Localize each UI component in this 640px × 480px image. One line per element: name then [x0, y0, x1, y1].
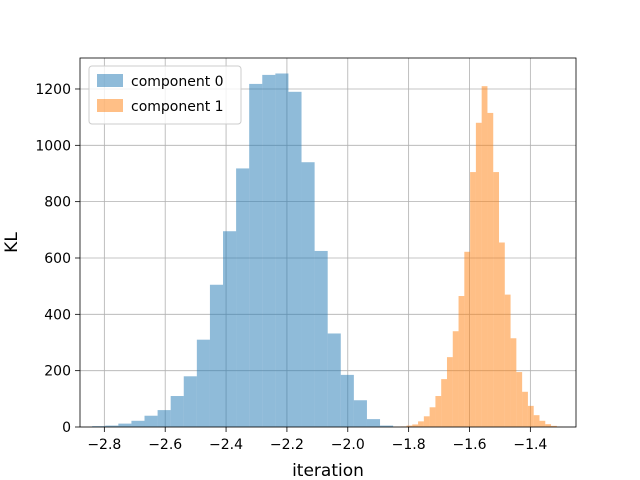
x-tick-label: −1.4 [513, 437, 547, 453]
histogram-bar-component-1 [423, 416, 430, 427]
histogram-bar-component-0 [327, 333, 341, 427]
histogram-bar-component-1 [539, 420, 546, 427]
histogram-bar-component-0 [157, 410, 171, 427]
y-tick-label: 1000 [35, 138, 71, 154]
histogram-bar-component-1 [499, 242, 505, 427]
histogram-bar-component-1 [516, 372, 523, 427]
histogram-bar-component-0 [340, 374, 354, 427]
histogram-bar-component-0 [92, 426, 106, 427]
histogram-bar-component-0 [288, 91, 302, 428]
histogram-bar-component-1 [470, 172, 476, 427]
histogram-bar-component-1 [510, 338, 517, 427]
legend-swatch [97, 99, 123, 112]
legend-box [88, 65, 242, 125]
histogram-bar-component-1 [412, 424, 419, 427]
x-tick-label: −2.4 [209, 437, 243, 453]
x-tick-label: −2.6 [148, 437, 182, 453]
histogram-bar-component-1 [458, 296, 465, 427]
axes-frame [79, 57, 577, 428]
axis-ticks: −2.8 −2.6 −2.4 −2.2 −2.0 −1.8 −1.6 −1.4 0 200 400 6… [35, 82, 547, 453]
histogram-bar-component-0 [236, 168, 250, 427]
x-axis-label: iteration [292, 461, 364, 480]
plot-frame [79, 57, 577, 428]
histogram-bar-component-1 [418, 421, 424, 427]
histogram-bar-component-1 [429, 407, 436, 427]
histogram-bar-component-1 [435, 396, 442, 427]
histogram-bar-component-0 [249, 83, 263, 428]
histogram-bar-component-0 [196, 339, 210, 427]
histogram-bar-component-1 [475, 122, 482, 428]
x-tick-label: −2.2 [270, 437, 304, 453]
histogram-bar-component-1 [481, 86, 488, 427]
histogram-bar-component-0 [275, 73, 289, 427]
histogram-bar-component-0 [353, 400, 367, 427]
histogram-bar-component-1 [527, 405, 534, 427]
histogram-bars [92, 73, 563, 428]
legend-label: component 0 [131, 74, 224, 90]
y-tick-label: 400 [44, 307, 71, 323]
histogram-bar-component-1 [493, 172, 500, 427]
x-tick-label: −2.0 [331, 437, 365, 453]
histogram-bar-component-0 [144, 415, 158, 427]
histogram-bar-component-1 [487, 112, 494, 427]
histogram-bar-component-1 [446, 357, 453, 427]
histogram-bar-component-1 [545, 424, 552, 427]
histogram-bar-component-0 [366, 419, 381, 427]
histogram-bar-component-0 [223, 231, 237, 427]
histogram-bar-component-0 [170, 396, 184, 427]
legend: component 0 component 1 [88, 65, 242, 125]
legend-label: component 1 [131, 99, 224, 115]
x-tick-label: −2.8 [87, 437, 121, 453]
histogram-bar-component-0 [183, 376, 197, 427]
histogram-bar-component-1 [504, 294, 511, 427]
histogram-bar-component-1 [533, 415, 540, 427]
histogram-bar-component-0 [301, 162, 315, 427]
histogram-bar-component-0 [131, 420, 145, 427]
histogram-bar-component-0 [262, 74, 276, 428]
histogram-bar-component-0 [105, 425, 119, 427]
histogram-bar-component-0 [380, 425, 394, 427]
y-tick-label: 0 [62, 420, 71, 436]
histogram-bar-component-1 [441, 379, 447, 427]
y-tick-label: 600 [44, 251, 71, 267]
histogram-bar-component-1 [452, 331, 459, 427]
x-tick-label: −1.6 [452, 437, 486, 453]
histogram-bar-component-1 [406, 425, 413, 427]
y-tick-label: 200 [44, 364, 71, 380]
histogram-bar-component-0 [314, 250, 328, 427]
x-tick-label: −1.8 [392, 437, 426, 453]
histogram-bar-component-0 [118, 423, 132, 427]
legend-swatch [97, 74, 123, 87]
histogram-bar-component-0 [209, 284, 224, 427]
y-tick-label: 1200 [35, 82, 71, 98]
y-axis-label: KL [2, 232, 22, 253]
y-tick-label: 800 [44, 195, 71, 211]
histogram-bar-component-1 [464, 251, 471, 427]
histogram-bar-component-1 [551, 425, 557, 427]
histogram-bar-component-1 [522, 391, 528, 427]
